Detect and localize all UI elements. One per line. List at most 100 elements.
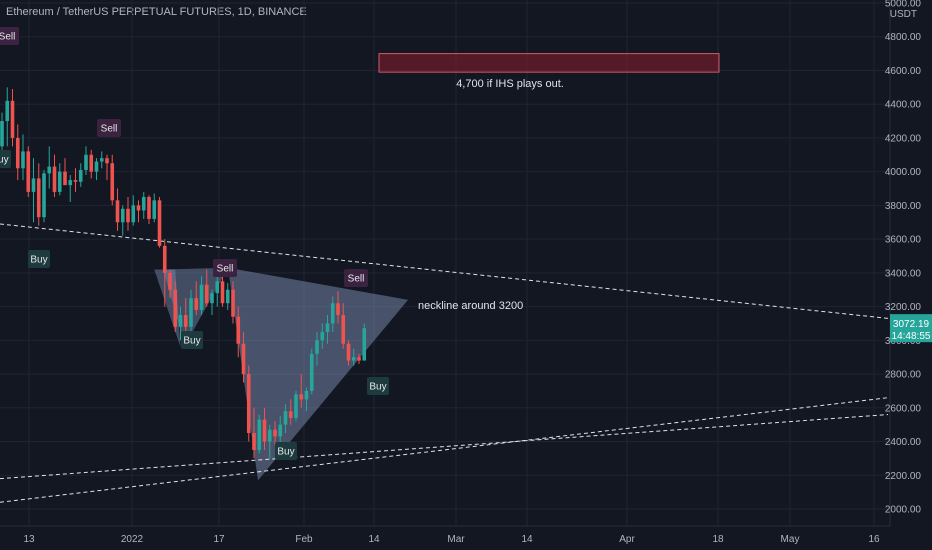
- signal-label: Buy: [30, 255, 47, 266]
- candle-body: [288, 411, 293, 418]
- time-tick-label: Mar: [447, 534, 465, 545]
- grid-layer: [0, 0, 888, 526]
- candle-body: [183, 315, 188, 327]
- candle-body: [294, 394, 298, 418]
- candle-body: [346, 343, 351, 361]
- current-price-value: 3072.19: [893, 319, 930, 330]
- candle-body: [283, 411, 288, 425]
- candle-body: [262, 419, 267, 442]
- candle-body: [309, 353, 314, 391]
- price-tick-label: 2200.00: [885, 471, 922, 482]
- candle-body: [31, 178, 36, 192]
- price-tick-label: 4400.00: [885, 100, 922, 111]
- candle-body: [5, 100, 10, 122]
- candle-body: [204, 284, 209, 304]
- signal-badge-buy: [275, 442, 297, 460]
- candle-body: [325, 323, 330, 332]
- price-tick-label: 4800.00: [885, 32, 922, 43]
- signal-badge-sell: [213, 259, 237, 277]
- candle-body: [21, 151, 25, 169]
- candle-body: [246, 374, 251, 434]
- time-tick-label: 2022: [121, 534, 144, 545]
- signal-badge-sell: [344, 269, 368, 287]
- candle-body: [351, 357, 356, 361]
- price-tick-label: 2000.00: [885, 505, 922, 516]
- price-tick-label: 3200.00: [885, 302, 922, 313]
- candle-body: [199, 284, 204, 310]
- price-tick-label: 3400.00: [885, 268, 922, 279]
- signal-label: Sell: [0, 32, 15, 43]
- price-tick-label: 5000.00: [885, 0, 922, 10]
- candle-body: [189, 298, 193, 327]
- candle-body: [168, 272, 172, 290]
- candle-body: [210, 293, 214, 304]
- signal-label: Buy: [183, 336, 200, 347]
- candle-body: [330, 303, 335, 324]
- candle-body: [299, 394, 304, 400]
- signal-badge-sell: [97, 119, 121, 137]
- candle-body: [26, 151, 31, 192]
- time-tick-label: 14: [521, 534, 533, 545]
- candle-body: [120, 208, 125, 223]
- candle-body: [89, 154, 94, 172]
- signal-label: Sell: [348, 274, 365, 285]
- candle-body: [99, 158, 104, 162]
- time-tick-label: Feb: [295, 534, 313, 545]
- candle-body: [225, 289, 230, 304]
- channel-line-lower: [0, 397, 889, 503]
- current-price-tag: [890, 314, 932, 343]
- candle-body: [36, 178, 41, 218]
- price-tick-label: 3800.00: [885, 201, 922, 212]
- candle-body: [341, 315, 346, 344]
- candle-body: [231, 289, 235, 317]
- candle-body: [147, 196, 151, 219]
- time-tick-label: May: [781, 534, 800, 545]
- signal-label: Sell: [217, 264, 234, 275]
- candle-body: [52, 166, 57, 192]
- price-tick-label: 3600.00: [885, 235, 922, 246]
- time-axis-bg: [0, 526, 932, 550]
- candle-body: [68, 180, 73, 186]
- candle-body: [42, 173, 46, 218]
- candle-body: [73, 180, 78, 182]
- price-tick-label: 4600.00: [885, 66, 922, 77]
- candle-body: [105, 158, 109, 164]
- candle-body: [236, 316, 241, 344]
- signal-label: Sell: [101, 124, 118, 135]
- candle-body: [273, 429, 277, 437]
- candle-body: [162, 245, 167, 273]
- candle-body: [252, 433, 256, 450]
- candle-body: [47, 166, 52, 174]
- candle-body: [278, 424, 283, 437]
- candle-body: [136, 205, 141, 211]
- price-tick-label: 2800.00: [885, 370, 922, 381]
- signal-label: Buy: [369, 382, 386, 393]
- time-tick-label: 16: [868, 534, 880, 545]
- time-tick-label: 13: [23, 534, 35, 545]
- signal-badge-buy: [28, 250, 50, 268]
- candle-body: [173, 289, 178, 327]
- candle-body: [220, 281, 225, 304]
- signal-badge-buy: [367, 377, 389, 395]
- signal-badge-buy: [0, 150, 11, 168]
- candle-body: [336, 303, 340, 316]
- candle-body: [194, 298, 199, 310]
- candle-body: [141, 196, 146, 211]
- candles-layer: [0, 87, 367, 459]
- annotation-layer: Sell Buy Sell Buy Sell Buy Buy Sell Buy 4,700 if …: [0, 27, 564, 460]
- candle-body: [215, 281, 220, 294]
- price-tick-label: 2600.00: [885, 403, 922, 414]
- time-tick-label: 14: [368, 534, 380, 545]
- price-axis-bg: [890, 0, 932, 526]
- candle-body: [241, 343, 246, 375]
- price-tick-label: 4200.00: [885, 133, 922, 144]
- channel-line-upper: [0, 414, 889, 480]
- candle-body: [131, 205, 136, 223]
- signal-badge-buy: [181, 331, 203, 349]
- signal-label: Buy: [277, 447, 294, 458]
- price-tick-label: 4000.00: [885, 167, 922, 178]
- signal-badge-sell: [0, 27, 19, 45]
